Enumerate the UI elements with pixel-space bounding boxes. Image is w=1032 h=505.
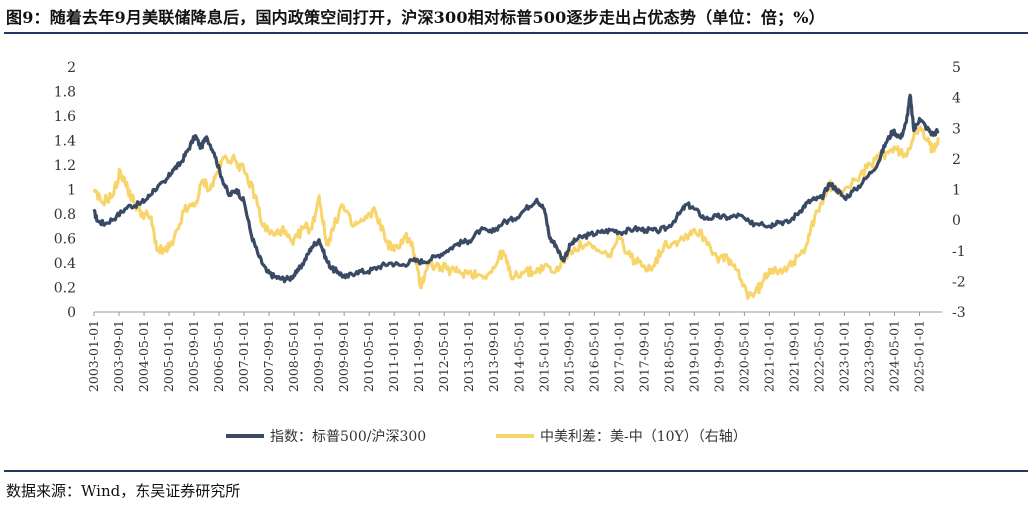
- right-axis: -3 -2 -1 0 1 2 3 4 5: [952, 60, 966, 321]
- x-tick-label: 2016-05-01: [586, 320, 601, 392]
- left-tick-label: 1.4: [54, 134, 76, 150]
- series-line-rate-spread: [92, 125, 940, 300]
- x-tick-label: 2023-01-01: [836, 320, 851, 392]
- right-tick-label: 4: [952, 91, 961, 107]
- left-tick-label: 1.6: [54, 109, 76, 125]
- x-tick-label: 2011-09-01: [411, 320, 426, 392]
- left-tick-label: 1: [67, 183, 76, 199]
- source-rule: [4, 470, 1028, 472]
- x-tick-label: 2007-09-01: [261, 320, 276, 392]
- x-tick-label: 2024-05-01: [886, 320, 901, 392]
- title-rule: [4, 32, 1028, 34]
- x-tick-label: 2019-01-01: [686, 320, 701, 392]
- figure-title: 图9：随着去年9月美联储降息后，国内政策空间打开，沪深300相对标普500逐步走…: [6, 8, 825, 27]
- x-tick-label: 2022-05-01: [811, 320, 826, 392]
- x-tick-label: 2020-05-01: [736, 320, 751, 392]
- right-tick-label: 3: [952, 121, 961, 137]
- source-note: 数据来源：Wind，东吴证券研究所: [6, 482, 241, 500]
- x-tick-label: 2017-09-01: [636, 320, 651, 392]
- legend: 指数：标普500/沪深300 中美利差：美-中（10Y）（右轴）: [226, 429, 747, 445]
- x-tick-label: 2011-01-01: [386, 320, 401, 392]
- x-tick-label: 2004-05-01: [136, 320, 151, 392]
- right-tick-label: 2: [952, 152, 961, 168]
- right-tick-label: 0: [952, 213, 961, 229]
- x-tick-label: 2025-01-01: [911, 320, 926, 392]
- x-tick-label: 2021-09-01: [786, 320, 801, 392]
- left-tick-label: 0.8: [54, 207, 76, 223]
- x-tick-label: 2003-01-01: [86, 320, 101, 392]
- right-tick-label: 1: [952, 183, 961, 199]
- x-tick-label: 2006-05-01: [211, 320, 226, 392]
- x-tick-label: 2005-01-01: [161, 320, 176, 392]
- x-tick-label: 2012-05-01: [436, 320, 451, 392]
- x-tick-label: 2017-01-01: [611, 320, 626, 392]
- x-tick-label: 2009-09-01: [336, 320, 351, 392]
- right-tick-label: 5: [952, 60, 961, 76]
- left-tick-label: 2: [67, 60, 76, 76]
- legend-label-ratio: 指数：标普500/沪深300: [270, 429, 426, 445]
- right-tick-label: -3: [952, 305, 966, 321]
- right-tick-label: -2: [952, 274, 966, 290]
- x-tick-label: 2007-01-01: [236, 320, 251, 392]
- x-tick-label: 2010-05-01: [361, 320, 376, 392]
- x-tick-label: 2019-09-01: [711, 320, 726, 392]
- x-tick-label: 2003-09-01: [111, 320, 126, 392]
- x-tick-label: 2014-05-01: [511, 320, 526, 392]
- right-tick-label: -1: [952, 244, 966, 260]
- left-tick-label: 0.6: [54, 232, 76, 248]
- x-tick-label: 2005-09-01: [186, 320, 201, 392]
- x-tick-label: 2018-05-01: [661, 320, 676, 392]
- x-tick-label: 2023-09-01: [861, 320, 876, 392]
- left-tick-label: 0: [67, 305, 76, 321]
- x-tick-label: 2015-01-01: [536, 320, 551, 392]
- x-tick-label: 2013-09-01: [486, 320, 501, 392]
- x-axis-ticks: 2003-01-01 2003-09-01 2004-05-01 2005-01-01…: [86, 312, 926, 392]
- x-tick-label: 2013-01-01: [461, 320, 476, 392]
- x-tick-label: 2021-01-01: [761, 320, 776, 392]
- left-tick-label: 1.2: [54, 158, 76, 174]
- dual-axis-line-chart: 0 0.2 0.4 0.6 0.8 1 1.2 1.4 1.6 1.8 2 -3 -2 -1 0 1 2 3 4 5…: [54, 60, 966, 445]
- x-tick-label: 2009-01-01: [311, 320, 326, 392]
- series-line-spx-hs300-ratio: [92, 93, 940, 284]
- left-tick-label: 0.4: [54, 256, 76, 272]
- left-axis: 0 0.2 0.4 0.6 0.8 1 1.2 1.4 1.6 1.8 2: [54, 60, 76, 321]
- legend-label-spread: 中美利差：美-中（10Y）（右轴）: [540, 429, 747, 445]
- left-tick-label: 0.2: [54, 281, 76, 297]
- x-tick-label: 2015-09-01: [561, 320, 576, 392]
- x-tick-label: 2008-05-01: [286, 320, 301, 392]
- left-tick-label: 1.8: [54, 85, 76, 101]
